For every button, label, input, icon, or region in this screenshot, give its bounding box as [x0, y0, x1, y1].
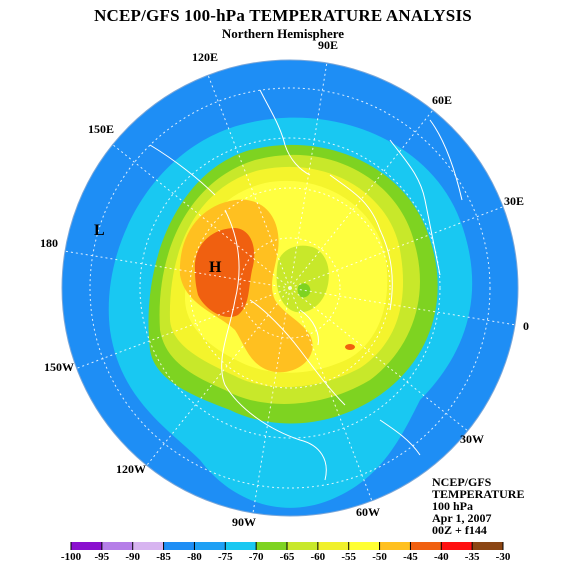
lon-label-30e: 30E — [504, 194, 525, 208]
legend-tick-label: -45 — [403, 551, 418, 563]
band-minus45 — [194, 228, 255, 318]
legend-swatch — [472, 542, 503, 550]
legend-swatch — [101, 542, 133, 550]
info-date: Apr 1, 2007 — [432, 511, 492, 525]
lon-label-30w: 30W — [460, 432, 484, 446]
legend-tick-label: -85 — [156, 551, 171, 563]
lon-label-150w: 150W — [44, 360, 74, 374]
lon-label-90w: 90W — [232, 515, 256, 529]
lon-label-150e: 150E — [88, 122, 115, 136]
legend-tick-label: -70 — [248, 551, 264, 563]
legend-swatch — [410, 542, 442, 550]
high-pressure-marker: H — [209, 259, 222, 276]
legend-tick-label: -60 — [310, 551, 326, 563]
color-scale-legend — [70, 542, 504, 550]
info-variable: TEMPERATURE — [432, 487, 525, 501]
info-model: NCEP/GFS — [432, 475, 492, 489]
lon-label-60e: 60E — [432, 93, 453, 107]
low-pressure-marker: L — [94, 222, 105, 239]
lon-label-120e: 120E — [192, 50, 219, 64]
legend-swatch — [287, 542, 318, 550]
info-level: 100 hPa — [432, 499, 474, 513]
lon-label-180: 180 — [40, 236, 58, 250]
legend-swatch — [317, 542, 349, 550]
legend-tick-label: -100 — [60, 551, 82, 563]
graticule — [63, 61, 517, 514]
legend-tick-label: -80 — [187, 551, 202, 563]
legend-tick-label: -95 — [94, 551, 110, 563]
legend-swatch — [132, 542, 164, 550]
legend-tick-label: -65 — [279, 551, 295, 563]
cold-pocket-lime — [276, 245, 329, 313]
legend-swatch — [225, 542, 257, 550]
legend-swatch — [256, 542, 287, 550]
legend-swatch — [163, 542, 195, 550]
map-title: NCEP/GFS 100-hPa TEMPERATURE ANALYSIS — [94, 6, 472, 25]
legend-tick-label: -75 — [217, 551, 233, 563]
map-subtitle: Northern Hemisphere — [221, 26, 345, 41]
legend-tick-label: -50 — [372, 551, 387, 563]
cold-pocket-green — [297, 283, 311, 298]
legend-swatch — [441, 542, 473, 550]
legend-tick-label: -55 — [341, 551, 357, 563]
info-box: NCEP/GFS TEMPERATURE 100 hPa Apr 1, 2007… — [432, 476, 524, 536]
legend-swatch — [379, 542, 411, 550]
lon-label-60w: 60W — [356, 505, 380, 519]
globe-outline — [61, 59, 519, 517]
info-forecast: 00Z + f144 — [432, 523, 487, 537]
legend-tick-label: -30 — [495, 551, 511, 563]
legend-swatch — [194, 542, 226, 550]
lon-label-0: 0 — [523, 319, 529, 333]
legend-tick-label: -90 — [125, 551, 141, 563]
lon-label-120w: 120W — [116, 462, 146, 476]
legend-swatch — [71, 542, 102, 550]
warm-spot-orange — [345, 344, 355, 350]
legend-swatch — [348, 542, 380, 550]
legend-tick-label: -35 — [464, 551, 480, 563]
legend-tick-label: -40 — [433, 551, 449, 563]
lon-label-90e: 90E — [318, 38, 339, 52]
